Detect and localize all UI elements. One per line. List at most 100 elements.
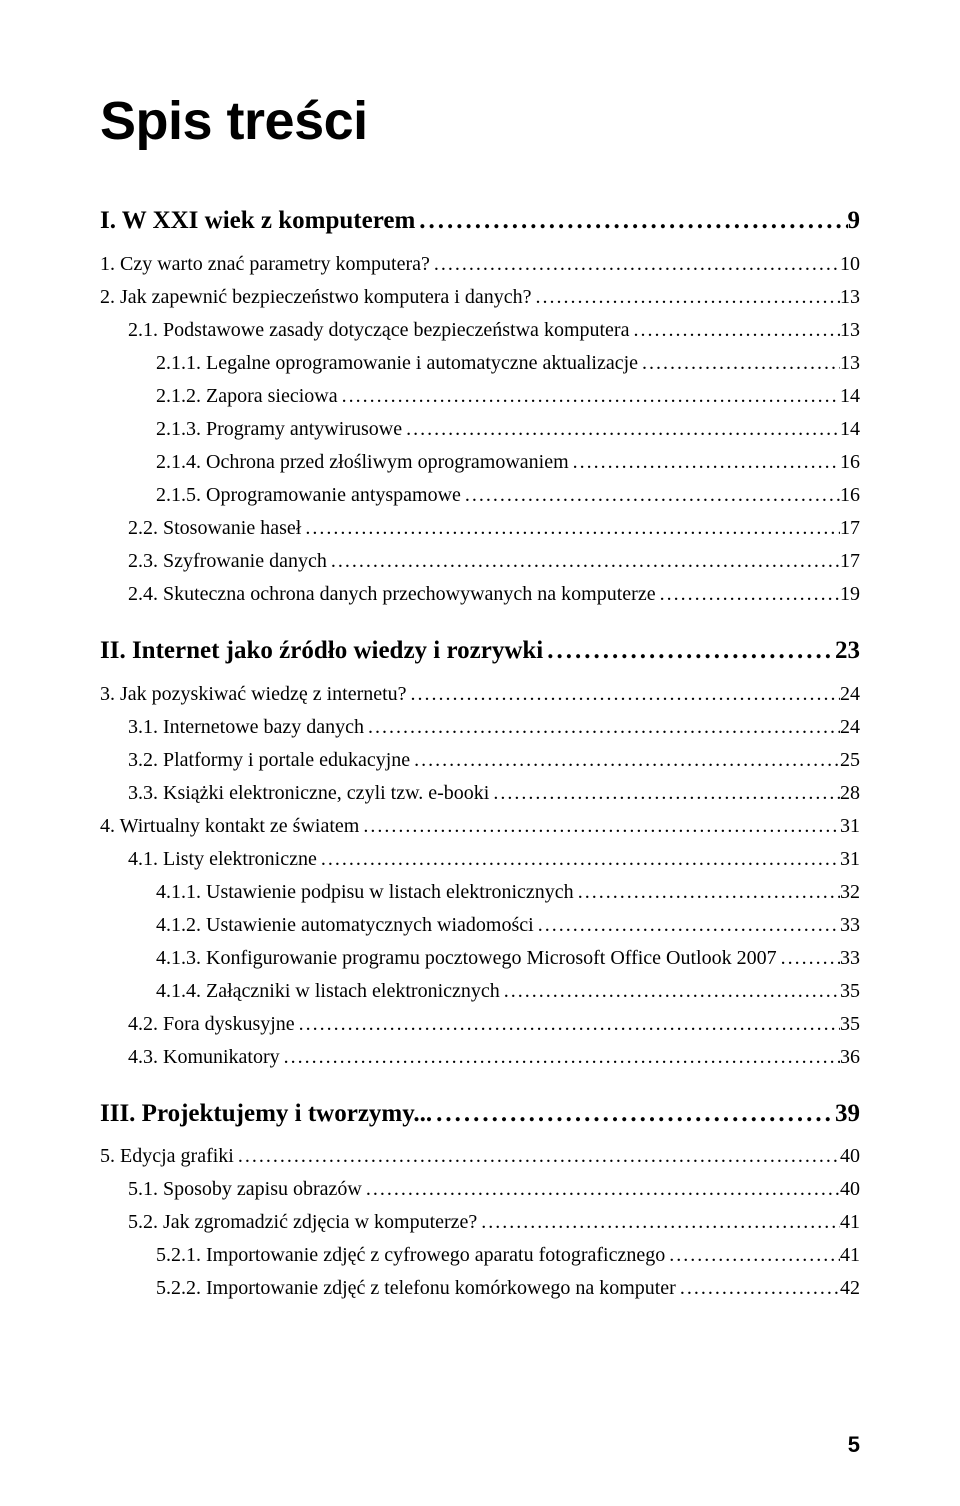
toc-leader (327, 546, 840, 577)
toc-chapter-page: 9 (848, 202, 861, 241)
toc-entry-page: 24 (840, 679, 860, 710)
toc-entry-label: 3.3. Książki elektroniczne, czyli tzw. e… (128, 778, 489, 809)
toc-entry: 3.3. Książki elektroniczne, czyli tzw. e… (100, 778, 860, 809)
toc-leader (280, 1042, 840, 1073)
page: Spis treści I. W XXI wiek z komputerem91… (0, 0, 960, 1506)
toc-leader (364, 712, 840, 743)
toc-entry-label: 3. Jak pozyskiwać wiedzę z internetu? (100, 679, 407, 710)
toc-chapter-label: III. Projektujemy i tworzymy... (100, 1095, 432, 1134)
toc-entry: 2.1.3. Programy antywirusowe14 (100, 414, 860, 445)
toc-entry-label: 4.1.4. Załączniki w listach elektroniczn… (156, 976, 500, 1007)
toc-entry: 2.1.2. Zapora sieciowa 14 (100, 381, 860, 412)
toc-entry: 5.2.2. Importowanie zdjęć z telefonu kom… (100, 1273, 860, 1304)
toc-entry-label: 2.1.3. Programy antywirusowe (156, 414, 402, 445)
toc-entry-label: 2.1.1. Legalne oprogramowanie i automaty… (156, 348, 638, 379)
toc-leader (489, 778, 840, 809)
toc-entry-label: 3.1. Internetowe bazy danych (128, 712, 364, 743)
toc-entry-page: 25 (840, 745, 860, 776)
toc-entry-page: 42 (840, 1273, 860, 1304)
toc-entry-label: 5. Edycja grafiki (100, 1141, 234, 1172)
toc-entry-page: 31 (840, 811, 860, 842)
toc-entry: 2.1.5. Oprogramowanie antyspamowe16 (100, 480, 860, 511)
toc-entry-page: 35 (840, 976, 860, 1007)
toc-entry-page: 28 (840, 778, 860, 809)
toc-entry-page: 17 (840, 513, 860, 544)
toc-entry-page: 16 (840, 447, 860, 478)
toc-entry-page: 17 (840, 546, 860, 577)
toc-entry-label: 2.3. Szyfrowanie danych (128, 546, 327, 577)
toc-leader (531, 282, 840, 313)
toc-entry-label: 4.1.3. Konfigurowanie programu pocztoweg… (156, 943, 777, 974)
toc-entry-page: 31 (840, 844, 860, 875)
toc-chapter: II. Internet jako źródło wiedzy i rozryw… (100, 632, 860, 671)
toc-leader (432, 1095, 835, 1134)
toc-entry-label: 2.4. Skuteczna ochrona danych przechowyw… (128, 579, 656, 610)
toc-leader (656, 579, 840, 610)
toc-entry: 5.2.1. Importowanie zdjęć z cyfrowego ap… (100, 1240, 860, 1271)
toc-leader (500, 976, 840, 1007)
toc-entry-label: 2.1.2. Zapora sieciowa (156, 381, 338, 412)
toc-entry-page: 24 (840, 712, 860, 743)
toc-leader (534, 910, 840, 941)
toc-leader (665, 1240, 840, 1271)
toc-entry-label: 2.1.4. Ochrona przed złośliwym oprogramo… (156, 447, 569, 478)
toc-leader (638, 348, 840, 379)
toc-entry: 4.2. Fora dyskusyjne 35 (100, 1009, 860, 1040)
toc-chapter-page: 39 (835, 1095, 860, 1134)
toc-entry: 4.3. Komunikatory36 (100, 1042, 860, 1073)
toc-leader (629, 315, 840, 346)
toc-entry: 5.1. Sposoby zapisu obrazów40 (100, 1174, 860, 1205)
toc-entry-page: 32 (840, 877, 860, 908)
toc-entry: 2.3. Szyfrowanie danych 17 (100, 546, 860, 577)
page-number: 5 (848, 1432, 860, 1458)
toc-entry-label: 2. Jak zapewnić bezpieczeństwo komputera… (100, 282, 531, 313)
toc-entry-page: 19 (840, 579, 860, 610)
toc-entry-page: 33 (840, 910, 860, 941)
toc-chapter-label: I. W XXI wiek z komputerem (100, 202, 415, 241)
toc-entry-label: 4.1. Listy elektroniczne (128, 844, 317, 875)
toc-entry-page: 41 (840, 1207, 860, 1238)
toc-leader (410, 745, 840, 776)
toc-entry: 3.2. Platformy i portale edukacyjne 25 (100, 745, 860, 776)
toc-entry-label: 2.1.5. Oprogramowanie antyspamowe (156, 480, 461, 511)
toc-leader (430, 249, 840, 280)
toc-entry-page: 13 (840, 348, 860, 379)
toc-chapter: III. Projektujemy i tworzymy... 39 (100, 1095, 860, 1134)
table-of-contents: I. W XXI wiek z komputerem 9 1. Czy warto … (100, 202, 860, 1304)
toc-leader (402, 414, 840, 445)
toc-entry-label: 5.1. Sposoby zapisu obrazów (128, 1174, 362, 1205)
toc-entry-page: 14 (840, 381, 860, 412)
toc-entry: 4.1.3. Konfigurowanie programu pocztoweg… (100, 943, 860, 974)
toc-entry: 4. Wirtualny kontakt ze światem 31 (100, 811, 860, 842)
toc-entry-label: 5.2.2. Importowanie zdjęć z telefonu kom… (156, 1273, 676, 1304)
toc-leader (301, 513, 840, 544)
toc-entry: 1. Czy warto znać parametry komputera?10 (100, 249, 860, 280)
toc-entry-page: 13 (840, 282, 860, 313)
toc-leader (543, 632, 835, 671)
toc-entry-label: 3.2. Platformy i portale edukacyjne (128, 745, 410, 776)
toc-leader (407, 679, 840, 710)
toc-leader (338, 381, 840, 412)
toc-entry: 4.1.1. Ustawienie podpisu w listach elek… (100, 877, 860, 908)
toc-entry-page: 35 (840, 1009, 860, 1040)
toc-entry-page: 33 (840, 943, 860, 974)
toc-entry-page: 36 (840, 1042, 860, 1073)
toc-entry: 2.4. Skuteczna ochrona danych przechowyw… (100, 579, 860, 610)
toc-leader (317, 844, 840, 875)
toc-entry: 3.1. Internetowe bazy danych 24 (100, 712, 860, 743)
toc-entry: 2.1.4. Ochrona przed złośliwym oprogramo… (100, 447, 860, 478)
toc-chapter: I. W XXI wiek z komputerem 9 (100, 202, 860, 241)
toc-chapter-page: 23 (835, 632, 860, 671)
toc-entry-page: 10 (840, 249, 860, 280)
toc-chapter-label: II. Internet jako źródło wiedzy i rozryw… (100, 632, 543, 671)
toc-entry: 3. Jak pozyskiwać wiedzę z internetu? 24 (100, 679, 860, 710)
toc-entry-page: 41 (840, 1240, 860, 1271)
toc-leader (574, 877, 840, 908)
toc-entry: 4.1.2. Ustawienie automatycznych wiadomo… (100, 910, 860, 941)
toc-entry-label: 2.2. Stosowanie haseł (128, 513, 301, 544)
toc-entry: 5.2. Jak zgromadzić zdjęcia w komputerze… (100, 1207, 860, 1238)
toc-entry-label: 4.2. Fora dyskusyjne (128, 1009, 295, 1040)
toc-entry: 2.2. Stosowanie haseł 17 (100, 513, 860, 544)
toc-entry-label: 4. Wirtualny kontakt ze światem (100, 811, 359, 842)
toc-entry: 2. Jak zapewnić bezpieczeństwo komputera… (100, 282, 860, 313)
